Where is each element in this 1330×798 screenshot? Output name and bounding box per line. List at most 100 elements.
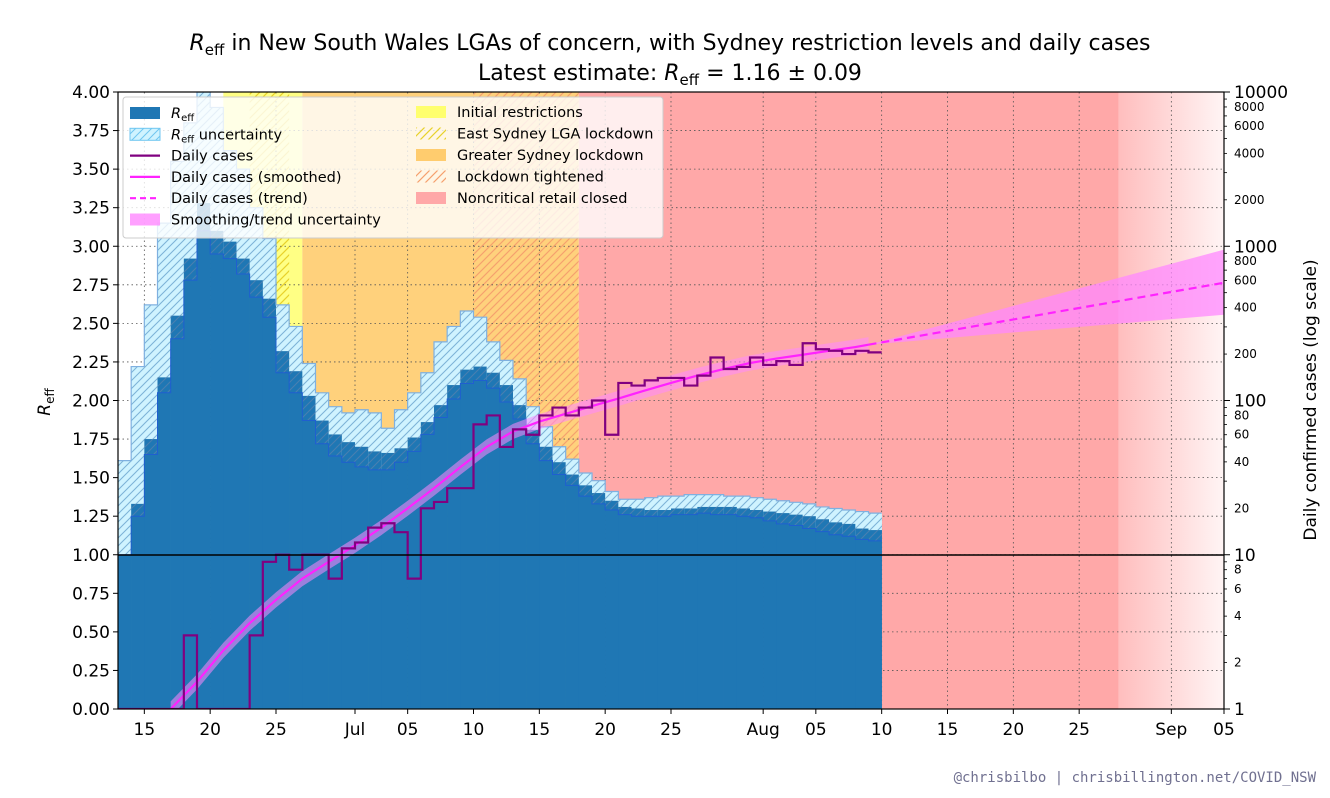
- reff-bar: [789, 514, 803, 709]
- legend-label-unc: Reff uncertainty: [171, 127, 282, 145]
- reff-bar: [289, 371, 303, 709]
- reff-bar: [249, 280, 264, 709]
- legend-label-r2: East Sydney LGA lockdown: [457, 127, 653, 143]
- reff-bar: [526, 429, 540, 709]
- reff-uncertainty-overlay: [473, 317, 487, 381]
- legend-label-band: Smoothing/trend uncertainty: [171, 213, 381, 229]
- reff-bar: [592, 493, 606, 709]
- reff-bar: [473, 366, 487, 709]
- reff-bar: [776, 513, 790, 709]
- reff-uncertainty-overlay: [736, 496, 751, 517]
- reff-bar: [131, 503, 145, 709]
- legend-label-trend: Daily cases (trend): [171, 191, 308, 207]
- legend-label-cases: Daily cases: [171, 149, 253, 165]
- reff-uncertainty-overlay: [671, 496, 685, 515]
- reff-bar: [868, 530, 882, 709]
- reff-uncertainty-overlay: [592, 480, 606, 504]
- y-right-minor-label: 4: [1234, 609, 1242, 623]
- chart-title-line1: Reff in New South Wales LGAs of concern,…: [189, 31, 1150, 59]
- x-tick-label: 15: [529, 720, 551, 740]
- reff-uncertainty-overlay: [789, 502, 803, 526]
- y-left-tick-label: 1.75: [72, 430, 110, 450]
- reff-bar: [499, 385, 514, 709]
- reff-bar: [118, 554, 132, 709]
- reff-uncertainty-overlay: [815, 506, 830, 532]
- reff-bar: [144, 439, 158, 709]
- reff-uncertainty-overlay: [118, 460, 132, 555]
- y-right-major-label: 100: [1234, 392, 1266, 412]
- reff-uncertainty-overlay: [855, 511, 869, 540]
- y-left-tick-label: 2.75: [72, 276, 110, 296]
- reff-uncertainty-overlay: [407, 392, 422, 452]
- reff-uncertainty-overlay: [315, 392, 329, 444]
- y-right-minor-label: 2: [1234, 656, 1242, 670]
- reff-uncertainty-overlay: [776, 500, 790, 524]
- reff-bar: [157, 377, 171, 709]
- reff-bar: [710, 506, 724, 709]
- x-tick-label: 10: [463, 720, 485, 740]
- reff-bar: [578, 485, 593, 709]
- legend-label-r3: Greater Sydney lockdown: [457, 148, 644, 164]
- y-right-minor-label: 20: [1234, 501, 1249, 515]
- y-left-tick-label: 0.00: [72, 700, 110, 720]
- legend-swatch-tightened: [416, 170, 446, 183]
- y-left-tick-label: 3.25: [72, 199, 110, 219]
- y-left-tick-label: 2.25: [72, 353, 110, 373]
- x-tick-label: 05: [397, 720, 419, 740]
- legend-swatch-reff: [130, 107, 160, 119]
- x-tick-label: Jul: [344, 720, 366, 740]
- y-right-minor-label: 800: [1234, 254, 1257, 268]
- y-right-minor-label: 600: [1234, 273, 1257, 287]
- reff-uncertainty-overlay: [842, 510, 856, 537]
- y-left-tick-label: 0.75: [72, 584, 110, 604]
- reff-uncertainty-overlay: [486, 341, 501, 389]
- reff-bar: [434, 405, 448, 709]
- reff-bar: [539, 446, 553, 709]
- reff-uncertainty-overlay: [868, 513, 882, 541]
- reff-uncertainty-overlay: [723, 496, 738, 515]
- legend-swatch-initial: [416, 106, 446, 118]
- reff-bar: [671, 508, 685, 709]
- x-tick-label: 15: [134, 720, 156, 740]
- y-left-tick-label: 3.75: [72, 122, 110, 142]
- reff-bar: [618, 506, 632, 709]
- x-tick-label: 05: [805, 720, 827, 740]
- x-tick-label: 20: [594, 720, 616, 740]
- reff-bar: [328, 434, 343, 709]
- reff-bar: [829, 522, 843, 709]
- legend-swatch-east-sydney: [416, 127, 446, 140]
- reff-bar: [697, 506, 711, 709]
- y-left-tick-label: 1.25: [72, 507, 110, 527]
- reff-uncertainty-overlay: [447, 326, 461, 399]
- reff-bar: [236, 258, 250, 709]
- reff-bar: [447, 385, 461, 709]
- reff-uncertainty-overlay: [368, 412, 382, 470]
- x-tick-label: 20: [1003, 720, 1025, 740]
- reff-bar: [210, 230, 224, 709]
- reff-uncertainty-overlay: [144, 304, 158, 455]
- reff-bar: [842, 523, 856, 709]
- reff-bar: [486, 372, 501, 709]
- reff-bar: [276, 351, 290, 709]
- reff-uncertainty-overlay: [381, 428, 395, 470]
- reff-bar: [855, 528, 869, 709]
- reff-lower-edge: [118, 230, 882, 556]
- reff-bar: [460, 369, 474, 709]
- x-tick-label: Aug: [747, 720, 780, 740]
- reff-bar: [657, 510, 672, 709]
- reff-uncertainty-overlay: [420, 372, 435, 435]
- reff-uncertainty-overlay: [157, 223, 171, 393]
- reff-uncertainty-overlay: [341, 412, 356, 463]
- y-right-minor-label: 2000: [1234, 193, 1265, 207]
- x-tick-label: 20: [199, 720, 221, 740]
- reff-bar: [262, 298, 277, 709]
- reff-bar: [183, 258, 198, 709]
- y-right-minor-label: 6000: [1234, 119, 1265, 133]
- x-axis: 15 20 25 Jul 05 10 15 20 25 Aug 05 10 15 20 25 Sep 05: [134, 709, 1235, 740]
- y-right-minor-label: 80: [1234, 408, 1249, 422]
- reff-uncertainty-overlay: [131, 366, 145, 517]
- trend-cases-line: [868, 281, 1224, 346]
- reff-bar: [723, 506, 738, 709]
- reff-bar: [605, 500, 619, 709]
